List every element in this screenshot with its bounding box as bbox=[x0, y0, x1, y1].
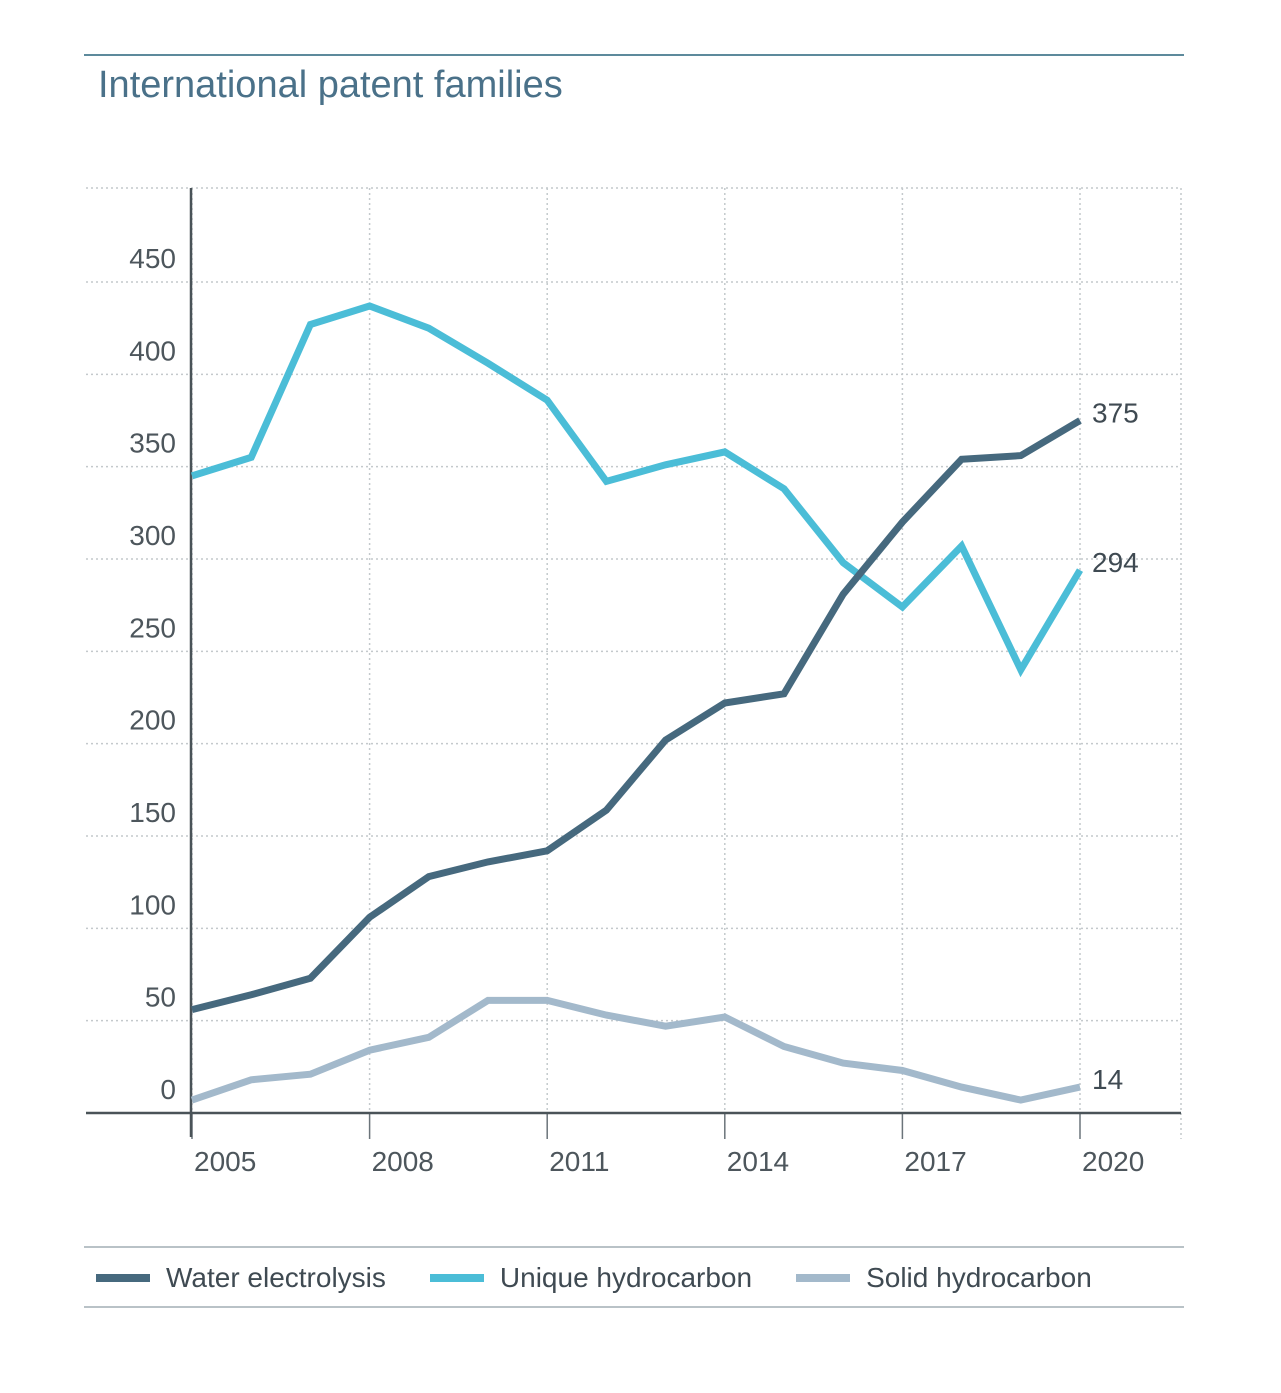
y-tick-label: 50 bbox=[145, 982, 176, 1013]
x-tick-label: 2014 bbox=[727, 1146, 789, 1177]
title-rule bbox=[84, 54, 1184, 56]
legend-label: Solid hydrocarbon bbox=[866, 1262, 1092, 1293]
end-labels: 375 294 14 bbox=[1092, 398, 1139, 1096]
y-tick-label: 0 bbox=[160, 1074, 176, 1105]
legend-label: Unique hydrocarbon bbox=[499, 1262, 753, 1293]
y-tick-label: 250 bbox=[129, 612, 176, 643]
legend-rule-top bbox=[84, 1246, 1184, 1248]
legend-item-water-electrolysis: Water electrolysis bbox=[96, 1262, 386, 1294]
series-lines bbox=[190, 302, 1084, 1104]
end-label: 375 bbox=[1092, 398, 1139, 429]
legend-item-solid-hydrocarbon: Solid hydrocarbon bbox=[796, 1262, 1092, 1294]
y-tick-label: 450 bbox=[129, 243, 176, 274]
legend-rule-bottom bbox=[84, 1306, 1184, 1308]
x-tick-label: 2011 bbox=[549, 1146, 609, 1177]
x-axis-ticks: 2005 2008 2011 2014 2017 2020 bbox=[194, 1146, 1144, 1177]
chart-title: International patent families bbox=[98, 64, 563, 106]
legend-label: Water electrolysis bbox=[166, 1262, 386, 1293]
end-label: 294 bbox=[1092, 547, 1139, 578]
legend-swatch bbox=[796, 1274, 851, 1282]
y-tick-label: 300 bbox=[129, 520, 176, 551]
legend-swatch bbox=[96, 1274, 150, 1282]
y-tick-label: 350 bbox=[129, 428, 176, 459]
y-tick-label: 100 bbox=[129, 889, 176, 920]
y-tick-label: 200 bbox=[129, 705, 176, 736]
legend: Water electrolysis Unique hydrocarbon So… bbox=[96, 1260, 1136, 1296]
x-tick-label: 2005 bbox=[194, 1146, 256, 1177]
end-label: 14 bbox=[1092, 1064, 1123, 1095]
x-tick-label: 2020 bbox=[1082, 1146, 1144, 1177]
y-tick-label: 400 bbox=[129, 335, 176, 366]
x-tick-label: 2017 bbox=[904, 1146, 966, 1177]
series-line-unique-hydrocarbon bbox=[190, 302, 1084, 678]
series-line-solid-hydrocarbon bbox=[190, 996, 1081, 1104]
axes bbox=[86, 188, 1181, 1139]
legend-swatch bbox=[429, 1274, 484, 1282]
legend-item-unique-hydrocarbon: Unique hydrocarbon bbox=[429, 1262, 753, 1294]
series-line-water-electrolysis bbox=[191, 417, 1082, 1013]
line-chart: 0 50 100 150 200 250 300 350 400 450 2005 2008 2011… bbox=[86, 187, 1182, 1177]
y-axis-ticks: 0 50 100 150 200 250 300 350 400 450 bbox=[129, 243, 176, 1105]
y-tick-label: 150 bbox=[129, 797, 176, 828]
x-tick-label: 2008 bbox=[372, 1146, 434, 1177]
